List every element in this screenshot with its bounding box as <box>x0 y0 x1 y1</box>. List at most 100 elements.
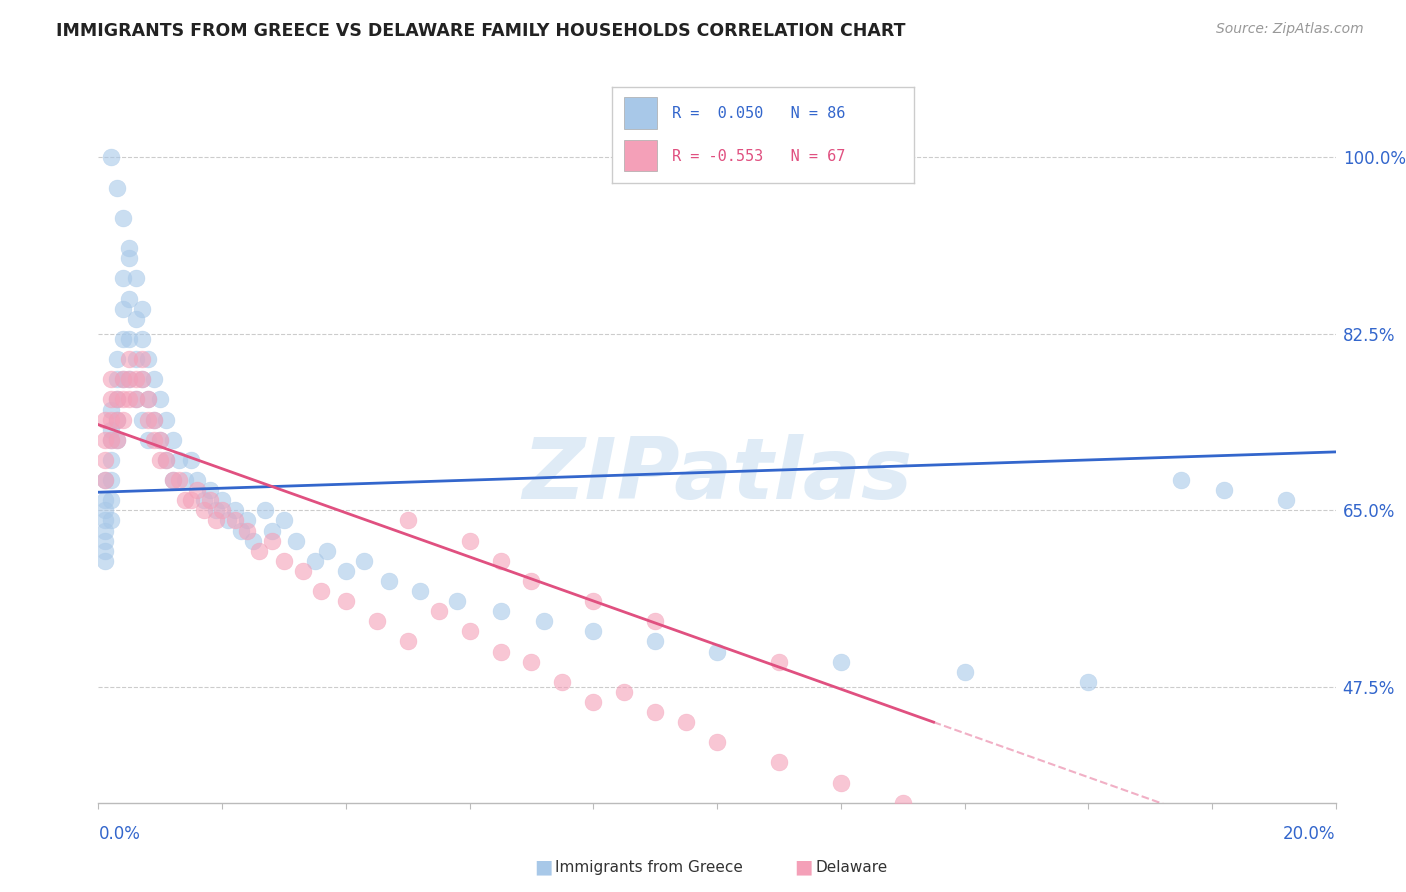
Text: 0.0%: 0.0% <box>98 825 141 843</box>
Point <box>316 543 339 558</box>
Point <box>131 332 153 346</box>
Point <box>100 392 122 407</box>
Bar <box>624 139 657 171</box>
Point <box>93 473 115 487</box>
Point <box>136 433 159 447</box>
Point <box>93 473 115 487</box>
Point <box>273 513 295 527</box>
Point <box>830 655 852 669</box>
Point <box>105 392 128 407</box>
Point <box>100 151 122 165</box>
Point <box>136 412 159 426</box>
Point <box>100 453 122 467</box>
Point <box>93 453 115 467</box>
Text: Source: ZipAtlas.com: Source: ZipAtlas.com <box>1216 22 1364 37</box>
Point <box>224 513 246 527</box>
Point <box>1275 493 1298 508</box>
Point <box>167 473 190 487</box>
Point <box>551 674 574 689</box>
Text: ■: ■ <box>794 857 813 877</box>
Point <box>93 524 115 538</box>
Point <box>1077 674 1099 689</box>
Point <box>155 412 177 426</box>
Point <box>489 604 512 618</box>
Point <box>118 332 141 346</box>
Point <box>93 543 115 558</box>
Point <box>309 584 332 599</box>
Point <box>520 655 543 669</box>
Point <box>105 352 128 367</box>
Point <box>458 533 481 548</box>
Point <box>236 513 259 527</box>
Point <box>118 292 141 306</box>
Point <box>205 503 228 517</box>
Point <box>124 311 146 326</box>
Point <box>675 715 697 730</box>
Point <box>644 705 666 719</box>
Point <box>446 594 468 608</box>
Point <box>396 513 419 527</box>
Point <box>100 423 122 437</box>
Point <box>582 695 605 709</box>
Point <box>105 433 128 447</box>
Point <box>100 513 122 527</box>
Point <box>198 483 221 498</box>
Point <box>335 564 357 578</box>
Point <box>162 473 184 487</box>
Point <box>167 453 190 467</box>
Point <box>112 372 135 386</box>
Point <box>186 483 208 498</box>
Point <box>353 554 375 568</box>
Point <box>93 533 115 548</box>
Text: Immigrants from Greece: Immigrants from Greece <box>555 860 744 874</box>
Point <box>149 392 172 407</box>
Point <box>242 533 264 548</box>
Point <box>378 574 401 588</box>
Point <box>131 372 153 386</box>
Point <box>124 271 146 285</box>
Point <box>112 301 135 316</box>
Point <box>186 473 208 487</box>
Point <box>155 453 177 467</box>
Point <box>105 180 128 194</box>
Text: R = -0.553   N = 67: R = -0.553 N = 67 <box>672 149 845 164</box>
Point <box>768 655 790 669</box>
Point <box>174 493 197 508</box>
Point <box>193 503 215 517</box>
Point <box>112 412 135 426</box>
Point <box>100 433 122 447</box>
Point <box>706 735 728 749</box>
Text: IMMIGRANTS FROM GREECE VS DELAWARE FAMILY HOUSEHOLDS CORRELATION CHART: IMMIGRANTS FROM GREECE VS DELAWARE FAMIL… <box>56 22 905 40</box>
Point <box>136 392 159 407</box>
Point <box>143 412 166 426</box>
Point <box>105 412 128 426</box>
Point <box>396 634 419 648</box>
Point <box>366 615 388 629</box>
Point <box>136 392 159 407</box>
Point <box>247 543 270 558</box>
Point <box>124 352 146 367</box>
Point <box>533 615 555 629</box>
Point <box>260 533 283 548</box>
Point <box>93 513 115 527</box>
Point <box>217 513 239 527</box>
Point <box>118 241 141 255</box>
Point <box>93 493 115 508</box>
Point <box>112 271 135 285</box>
Point <box>644 615 666 629</box>
Point <box>229 524 252 538</box>
Point <box>335 594 357 608</box>
Point <box>211 493 233 508</box>
Point <box>768 756 790 770</box>
Text: Delaware: Delaware <box>815 860 887 874</box>
Point <box>198 493 221 508</box>
Point <box>224 503 246 517</box>
Point <box>112 392 135 407</box>
Point <box>706 644 728 658</box>
Point <box>131 301 153 316</box>
Point <box>162 433 184 447</box>
Point <box>100 433 122 447</box>
Point <box>155 453 177 467</box>
Point <box>260 524 283 538</box>
Point <box>112 372 135 386</box>
